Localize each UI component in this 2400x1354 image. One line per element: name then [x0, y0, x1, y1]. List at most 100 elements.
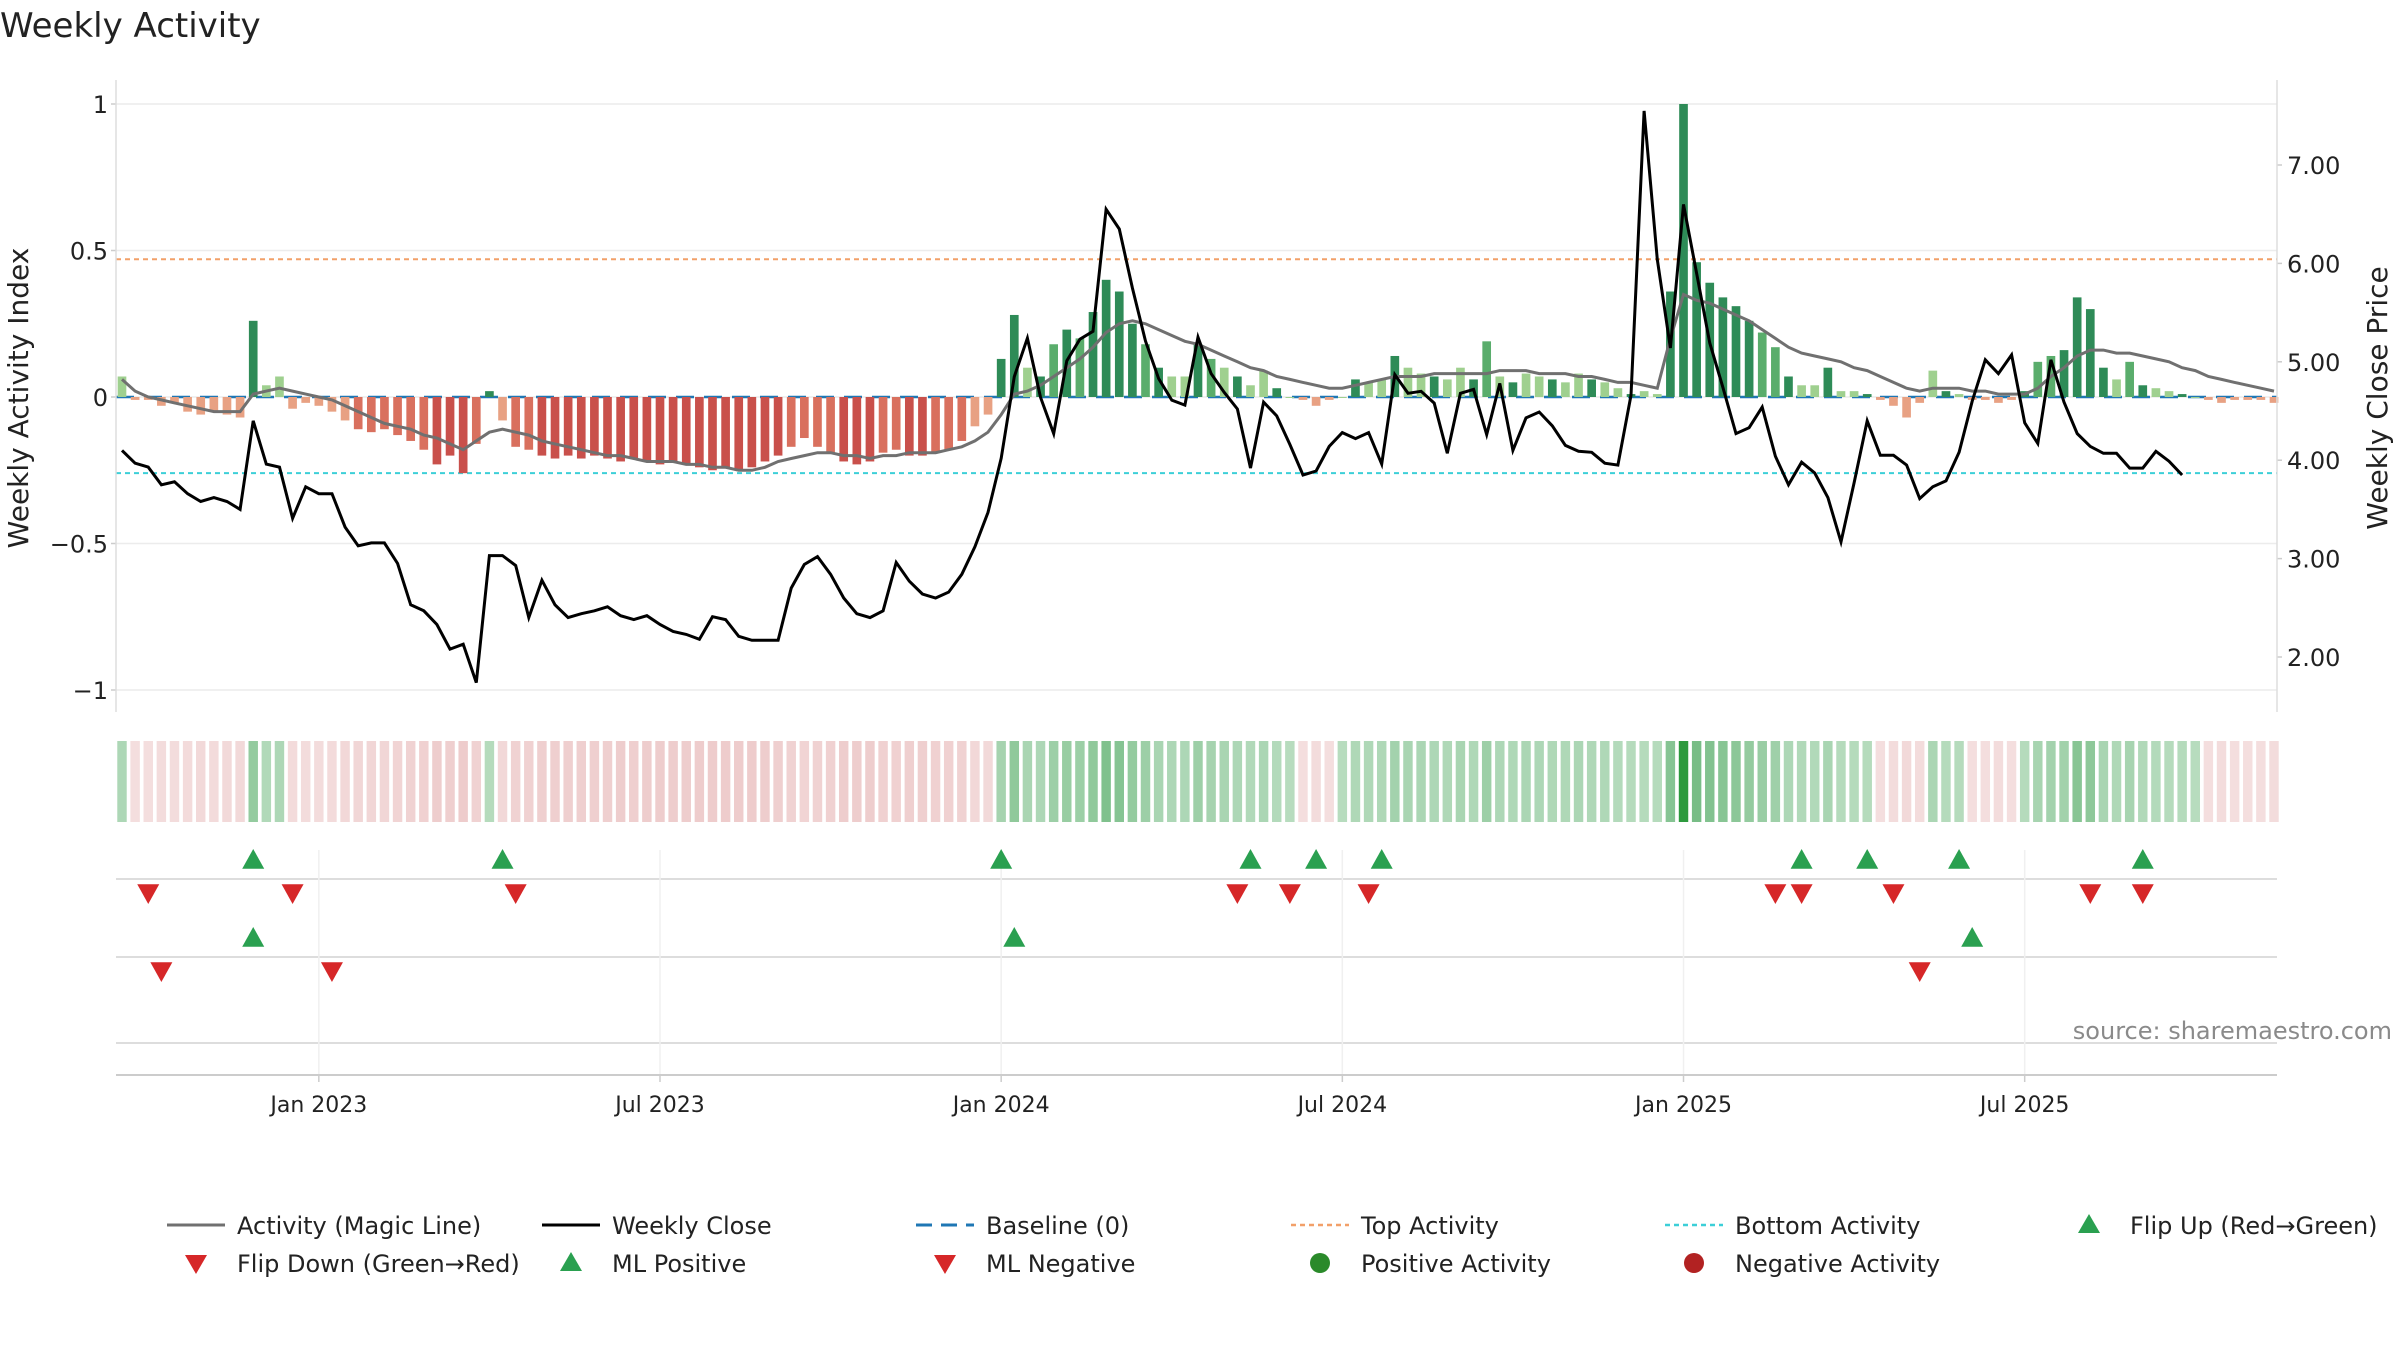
- heat-cell: [1586, 741, 1597, 822]
- activity-bar: [1980, 397, 1990, 400]
- heat-cell: [694, 741, 705, 822]
- ml-negative-marker: [150, 962, 173, 982]
- activity-bar: [1574, 373, 1583, 397]
- heat-cell: [366, 741, 377, 822]
- activity-bar: [1114, 291, 1124, 397]
- activity-bar: [2151, 388, 2161, 397]
- heat-cell: [1101, 741, 1111, 822]
- flip-down-marker: [1882, 884, 1905, 904]
- activity-bar: [878, 397, 888, 453]
- heat-cell: [1180, 741, 1190, 822]
- activity-bar: [2243, 397, 2253, 400]
- activity-bar: [1128, 323, 1137, 397]
- heat-cell: [904, 741, 915, 822]
- heat-cell: [1232, 741, 1243, 822]
- activity-bar: [1561, 382, 1570, 397]
- activity-bar: [1862, 394, 1872, 397]
- heat-cell: [458, 741, 468, 822]
- activity-bar: [2217, 397, 2226, 403]
- activity-bar: [590, 397, 599, 456]
- heat-cell: [1705, 741, 1715, 822]
- y-tick-label-left: 0.5: [70, 238, 108, 266]
- activity-bar: [891, 397, 901, 450]
- activity-bar: [1442, 379, 1452, 397]
- activity-bar: [1521, 373, 1531, 397]
- activity-bar: [1311, 397, 1321, 406]
- heat-cell: [720, 741, 731, 822]
- heat-cell: [786, 741, 796, 822]
- activity-bar: [681, 397, 691, 465]
- activity-bar: [235, 397, 245, 418]
- activity-bar: [432, 397, 442, 465]
- legend-item: Positive Activity: [1310, 1250, 1551, 1278]
- activity-bar: [1797, 385, 1806, 397]
- activity-bar: [576, 397, 586, 459]
- activity-bar: [1233, 376, 1242, 397]
- heat-cell: [471, 741, 482, 822]
- activity-bar: [629, 397, 639, 459]
- activity-bar: [1338, 397, 1347, 398]
- legend-label: ML Positive: [612, 1250, 746, 1278]
- flip-up-marker: [990, 849, 1013, 869]
- heat-cell: [865, 741, 875, 822]
- flip-markers: [116, 849, 2277, 1075]
- activity-bar: [957, 397, 967, 441]
- heat-cell: [261, 741, 272, 822]
- y-tick-label-right: 2.00: [2287, 644, 2340, 672]
- activity-bar: [1351, 379, 1360, 397]
- activity-bar: [1889, 397, 1898, 406]
- x-tick-label: Jan 2023: [268, 1093, 367, 1118]
- y-tick-label-right: 3.00: [2287, 546, 2340, 574]
- activity-bar: [826, 397, 835, 453]
- flip-down-marker: [1226, 884, 1249, 904]
- activity-bar: [1259, 370, 1268, 397]
- flip-up-marker: [491, 849, 514, 869]
- activity-bar: [458, 397, 468, 474]
- activity-bar: [1600, 382, 1610, 397]
- activity-bar: [1154, 367, 1163, 397]
- activity-bar: [2256, 397, 2266, 400]
- heat-cell: [497, 741, 508, 822]
- x-tick-label: Jul 2024: [1296, 1093, 1388, 1118]
- activity-bar: [1744, 320, 1754, 397]
- heat-cell: [1390, 741, 1400, 822]
- source-credit: source: sharemaestro.com: [2073, 1017, 2392, 1045]
- heat-cell: [2164, 741, 2174, 822]
- heat-cell: [1993, 741, 2004, 822]
- activity-bar: [2190, 397, 2200, 398]
- activity-bar: [511, 397, 520, 447]
- heat-cell: [1153, 741, 1164, 822]
- activity-bar: [852, 397, 862, 465]
- activity-bar: [1679, 104, 1688, 397]
- heat-cell: [2203, 741, 2214, 822]
- heat-cell: [2138, 741, 2148, 822]
- activity-bar: [655, 397, 665, 465]
- activity-bar: [222, 397, 232, 415]
- heat-cell: [1140, 741, 1151, 822]
- activity-bar: [996, 358, 1006, 397]
- flip-down-marker: [1790, 884, 1813, 904]
- activity-bar: [1836, 391, 1846, 397]
- activity-bar: [524, 397, 534, 450]
- activity-bar: [1954, 394, 1964, 397]
- ml-negative-marker: [320, 962, 343, 982]
- activity-bar: [2230, 397, 2239, 400]
- heat-cell: [852, 741, 862, 822]
- ml-positive-marker: [1961, 927, 1984, 947]
- heat-cell: [1652, 741, 1662, 822]
- activity-bar: [1456, 367, 1465, 397]
- heat-cell: [1639, 741, 1649, 822]
- flip-up-marker: [1239, 849, 1262, 869]
- activity-bar: [2177, 394, 2187, 397]
- heat-cell: [1573, 741, 1584, 822]
- heat-cell: [1901, 741, 1912, 822]
- heat-cell: [589, 741, 600, 822]
- heat-cell: [799, 741, 810, 822]
- heat-cell: [2072, 741, 2082, 822]
- heat-cell: [734, 741, 744, 822]
- activity-bar: [1206, 358, 1216, 397]
- heat-cell: [235, 741, 245, 822]
- flip-down-marker: [504, 884, 527, 904]
- heat-cell: [1691, 741, 1702, 822]
- heat-cell: [1678, 741, 1689, 822]
